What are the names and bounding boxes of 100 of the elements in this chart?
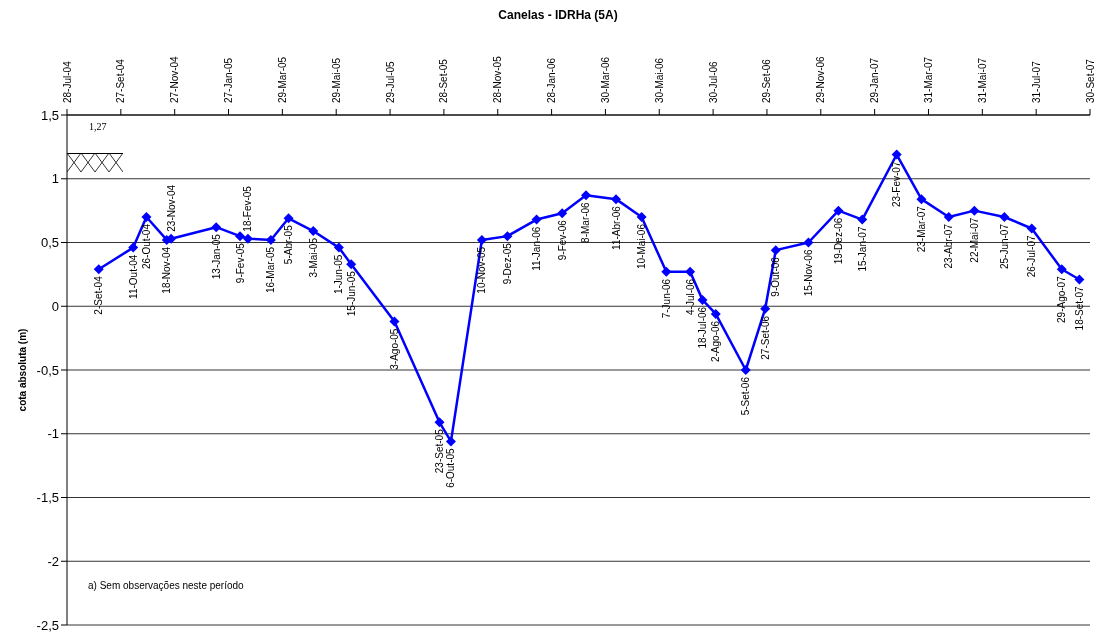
point bbox=[740, 365, 751, 375]
point bbox=[760, 303, 771, 314]
x-tick-label: 28-Set-05 bbox=[438, 58, 450, 103]
y-tick-label: -1,5 bbox=[36, 490, 59, 506]
annotation: 3-Mai-05 bbox=[307, 237, 319, 278]
x-tick-label: 27-Nov-04 bbox=[169, 55, 181, 103]
x-tick-label: 31-Mai-07 bbox=[976, 57, 988, 103]
point bbox=[308, 226, 319, 237]
x-tick-label: 29-Mar-05 bbox=[276, 56, 288, 103]
point bbox=[636, 212, 647, 222]
point bbox=[333, 242, 344, 253]
annotation: 9-Out-06 bbox=[770, 256, 782, 297]
point bbox=[803, 237, 814, 248]
y-tick-label: -0,5 bbox=[36, 362, 59, 378]
x-tick-label: 30-Mar-06 bbox=[599, 56, 611, 103]
annotation: 3-Ago-05 bbox=[388, 328, 400, 370]
annotation: 23-Abr-07 bbox=[943, 223, 955, 269]
point bbox=[969, 205, 980, 216]
annotation: 23-Nov-04 bbox=[165, 184, 177, 232]
x-tick-label: 30-Jul-06 bbox=[707, 60, 719, 103]
annotation: 15-Jun-05 bbox=[345, 270, 357, 317]
annotation: 18-Jul-06 bbox=[697, 306, 709, 349]
annotation: 9-Fev-06 bbox=[556, 219, 568, 261]
annotation: 22-Mai-07 bbox=[968, 217, 980, 263]
annotation: 15-Nov-06 bbox=[802, 249, 814, 297]
x-tick-label: 28-Jul-04 bbox=[61, 60, 73, 103]
x-tick-label: 30-Mai-06 bbox=[653, 57, 665, 103]
point bbox=[943, 212, 954, 222]
annotation: 5-Abr-05 bbox=[283, 224, 295, 265]
point bbox=[434, 417, 445, 428]
y-axis-title: cota absoluta (m) bbox=[16, 328, 28, 412]
point bbox=[445, 436, 456, 447]
y-tick-label: -2,5 bbox=[36, 617, 59, 633]
annotation: 2-Ago-06 bbox=[710, 320, 722, 363]
annotation: 8-Mar-06 bbox=[580, 201, 592, 243]
point bbox=[502, 231, 513, 242]
x-tick-label: 29-Nov-06 bbox=[815, 55, 827, 103]
point bbox=[211, 222, 222, 233]
annotation: 11-Abr-06 bbox=[610, 205, 622, 250]
point bbox=[770, 245, 781, 256]
x-tick-label: 28-Nov-05 bbox=[492, 55, 504, 103]
annotation: a) Sem observações neste período bbox=[88, 580, 244, 591]
annotation: 26-Jul-07 bbox=[1026, 235, 1038, 278]
point bbox=[235, 231, 245, 242]
point bbox=[242, 233, 253, 244]
annotation: 16-Mar-05 bbox=[265, 246, 277, 294]
point bbox=[710, 308, 721, 319]
x-tick-label: 28-Jan-06 bbox=[546, 57, 558, 103]
annotation: 23-Set-05 bbox=[433, 428, 445, 474]
point bbox=[346, 259, 357, 270]
point bbox=[531, 214, 542, 225]
annotation: 5-Set-06 bbox=[740, 376, 752, 416]
annotation: 4-Jul-06 bbox=[684, 278, 696, 315]
point bbox=[141, 212, 152, 222]
y-tick-label: 1,5 bbox=[40, 107, 59, 123]
annotation: 18-Fev-05 bbox=[242, 185, 254, 232]
y-tick-label: -2 bbox=[47, 553, 59, 569]
point bbox=[891, 149, 902, 160]
point bbox=[916, 194, 927, 205]
annotation: 13-Jan-05 bbox=[210, 233, 222, 280]
annotation: 9-Dez-05 bbox=[501, 242, 513, 285]
x-tick-label: 31-Mar-07 bbox=[922, 56, 934, 103]
annotation: 7-Jun-06 bbox=[660, 278, 672, 319]
chart-title: Canelas - IDRHa (5A) bbox=[497, 8, 619, 22]
point bbox=[389, 316, 400, 327]
y-tick-label: -1 bbox=[47, 426, 59, 442]
x-tick-label: 31-Jul-07 bbox=[1030, 60, 1042, 103]
annotation: 10-Nov-05 bbox=[476, 246, 488, 294]
annotation: 18-Nov-04 bbox=[161, 246, 173, 294]
annotation: 6-Out-05 bbox=[445, 447, 457, 488]
annotation: 10-Mai-06 bbox=[636, 223, 648, 270]
x-tick-label: 29-Mai-05 bbox=[330, 57, 342, 103]
point bbox=[1056, 264, 1067, 275]
y-tick-label: 1 bbox=[51, 171, 59, 187]
y-tick-label: 0 bbox=[51, 298, 59, 314]
annotation: 1,27 bbox=[89, 121, 107, 133]
point bbox=[93, 264, 104, 275]
y-tick-label: 0,5 bbox=[40, 235, 59, 251]
x-tick-label: 29-Set-06 bbox=[761, 58, 773, 103]
point bbox=[1074, 274, 1085, 285]
point bbox=[685, 266, 696, 277]
annotation: 2-Set-04 bbox=[93, 275, 105, 315]
annotation: 11-Out-04 bbox=[127, 254, 139, 299]
annotation: 29-Ago-07 bbox=[1056, 275, 1068, 323]
annotation: 23-Fev-07 bbox=[891, 161, 903, 208]
x-tick-label: 29-Jan-07 bbox=[869, 57, 881, 103]
point bbox=[557, 208, 568, 219]
annotation: 15-Jan-07 bbox=[856, 226, 868, 272]
x-tick-label: 27-Jan-05 bbox=[223, 57, 235, 103]
point bbox=[697, 294, 708, 305]
annotation: 23-Mar-07 bbox=[915, 205, 927, 253]
x-tick-label: 30-Set-07 bbox=[1084, 58, 1096, 103]
point bbox=[283, 213, 294, 224]
annotation: 26-Out-04 bbox=[140, 223, 152, 270]
annotation: 19-Dez-06 bbox=[832, 217, 844, 265]
point bbox=[999, 212, 1010, 222]
point bbox=[833, 205, 844, 216]
annotation: 1-Jun-05 bbox=[333, 254, 345, 295]
annotation: 25-Jun-07 bbox=[998, 223, 1010, 270]
point bbox=[476, 234, 487, 245]
